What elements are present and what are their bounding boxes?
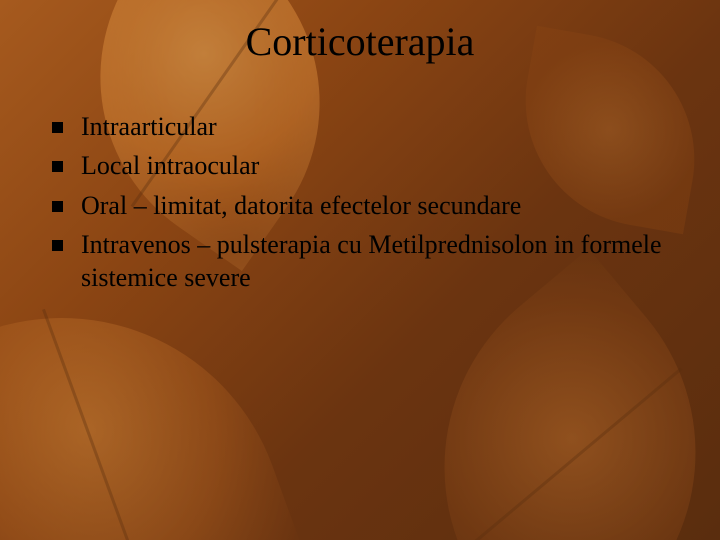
square-bullet-icon (52, 122, 63, 133)
bg-leaf-vein (42, 309, 151, 540)
square-bullet-icon (52, 201, 63, 212)
list-item-text: Intraarticular (81, 110, 690, 143)
slide-title: Corticoterapia (0, 18, 720, 65)
list-item-text: Oral – limitat, datorita efectelor secun… (81, 189, 690, 222)
slide-body: Intraarticular Local intraocular Oral – … (48, 110, 690, 300)
slide: Corticoterapia Intraarticular Local intr… (0, 0, 720, 540)
list-item: Oral – limitat, datorita efectelor secun… (48, 189, 690, 222)
list-item: Intravenos – pulsterapia cu Metilprednis… (48, 228, 690, 295)
list-item: Intraarticular (48, 110, 690, 143)
bg-leaf-vein (451, 367, 683, 540)
list-item-text: Local intraocular (81, 149, 690, 182)
square-bullet-icon (52, 240, 63, 251)
list-item-text: Intravenos – pulsterapia cu Metilprednis… (81, 228, 690, 295)
list-item: Local intraocular (48, 149, 690, 182)
square-bullet-icon (52, 161, 63, 172)
